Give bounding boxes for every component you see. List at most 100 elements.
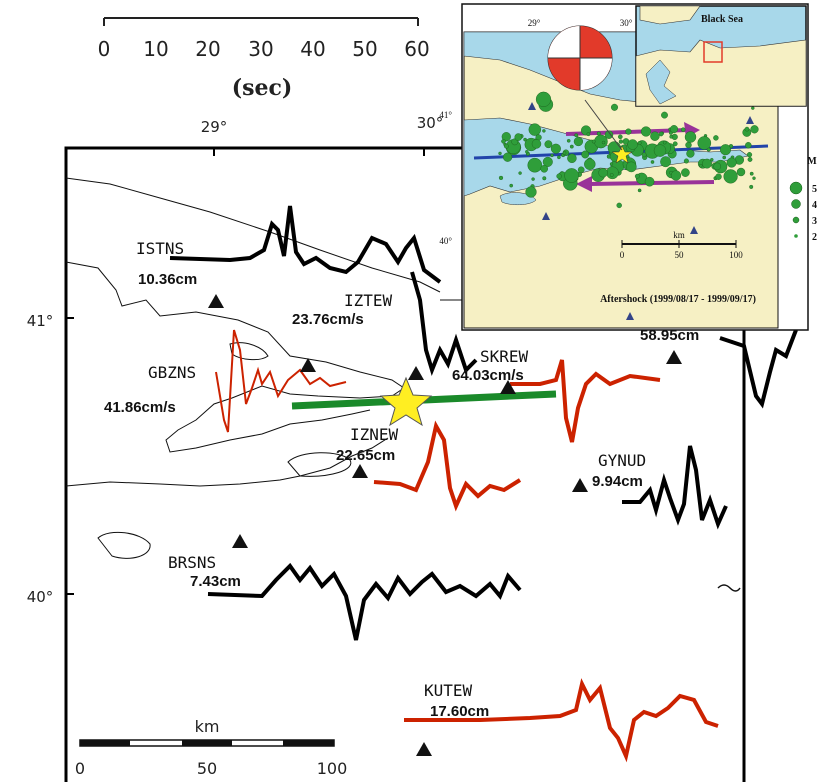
aftershock-dot [609, 173, 614, 177]
aftershock-dot [658, 131, 664, 137]
station-marker-iznew [352, 464, 368, 478]
aftershock-dot [670, 170, 682, 181]
aftershock-dot [618, 134, 623, 140]
km-tick-0: 0 [75, 759, 85, 778]
aftershock-dot [746, 152, 753, 158]
aftershock-dot [550, 143, 561, 154]
trace-gbzns [215, 329, 347, 433]
waveform-skrew [510, 359, 661, 443]
km-tick-100: 100 [317, 759, 348, 778]
aftershock-dot [523, 137, 527, 142]
marmara-south-coastline [65, 437, 389, 487]
aftershock-dot [710, 157, 714, 162]
aftershock-dot [722, 155, 727, 160]
aftershock-dot [525, 186, 537, 198]
aftershock-dot [680, 127, 686, 132]
station-amp-east: 58.95cm [640, 327, 699, 344]
station-name-brsns: BRSNS [168, 553, 216, 572]
waveform-brsns [207, 562, 522, 641]
aftershock-dot [745, 141, 752, 149]
km-tick-50: 50 [197, 759, 217, 778]
waveform-iztew [410, 271, 478, 377]
inset-km-100: 100 [729, 250, 743, 260]
trace-east [719, 329, 798, 409]
inset-km-0: 0 [620, 250, 625, 260]
aftershock-dot [564, 168, 579, 183]
lat-label-40: 40° [27, 588, 54, 606]
waveform-iznew [373, 420, 522, 512]
aftershock-dot [627, 139, 638, 150]
legend-item-4: 4 [812, 200, 817, 211]
aftershock-dot [581, 150, 590, 159]
inset-lon-29: 29° [528, 18, 541, 28]
aftershock-dot [670, 125, 679, 134]
trace-brsns [207, 562, 522, 641]
time-tick-0: 0 [98, 37, 111, 61]
aftershock-dot [601, 140, 606, 145]
aftershock-dot [591, 139, 596, 144]
aftershock-dot [604, 130, 614, 139]
aftershock-dot [660, 156, 671, 168]
aftershock-dot [650, 160, 655, 164]
station-amp-iztew: 23.76cm/s [292, 311, 364, 328]
regional-locator-map: Black Sea [635, 5, 807, 107]
aftershock-dot [567, 153, 577, 164]
station-name-iztew: IZTEW [344, 291, 393, 310]
marmara-north-coastline [65, 261, 405, 453]
inset-km-unit: km [673, 230, 685, 240]
aftershock-dot [577, 166, 585, 174]
time-tick-60: 60 [404, 37, 429, 61]
time-unit-label: (sec) [232, 75, 293, 101]
inset-caption: Aftershock (1999/08/17 - 1999/09/17) [600, 294, 756, 305]
station-amp-gbzns: 41.86cm/s [104, 399, 176, 416]
aftershock-dot [557, 155, 561, 160]
waveform-gynud [622, 445, 728, 530]
trace-iztew [410, 271, 478, 377]
waveform-istns [169, 205, 442, 284]
aftershock-dot [640, 126, 652, 137]
time-tick-10: 10 [143, 37, 168, 61]
aftershock-dot [750, 125, 759, 134]
inset-km-50: 50 [675, 250, 685, 260]
aftershock-dot [574, 133, 579, 138]
locator-region-label: Black Sea [701, 14, 743, 25]
aftershock-dot [749, 184, 754, 189]
aftershock-dot [542, 156, 553, 167]
aftershock-dot [609, 162, 614, 166]
aftershock-dot [598, 167, 608, 178]
aftershock-dot [723, 169, 738, 184]
station-marker-skrew [500, 380, 516, 394]
aftershock-dot [644, 176, 655, 187]
aftershock-dot [556, 173, 562, 179]
aftershock-dot [747, 157, 753, 162]
station-marker-iztew [408, 366, 424, 380]
legend-item-3: 3 [812, 216, 817, 227]
station-name-istns: ISTNS [136, 239, 184, 258]
aftershock-dot [637, 140, 642, 145]
aftershock-dot [715, 173, 722, 180]
aftershock-dot [569, 144, 574, 149]
station-amp-gynud: 9.94cm [592, 473, 643, 490]
aftershock-dots [498, 91, 759, 209]
aftershock-dot [650, 131, 660, 141]
inset-km-scale: km 0 50 100 [620, 230, 744, 260]
aftershock-dot [713, 135, 719, 141]
aftershock-dot [752, 176, 756, 180]
trace-kutew [404, 678, 719, 763]
aftershock-dot [586, 132, 591, 137]
aftershock-dot [606, 166, 619, 180]
aftershock-dot [535, 91, 552, 107]
aftershock-dot [544, 140, 553, 149]
station-amp-brsns: 7.43cm [190, 573, 241, 590]
time-tick-30: 30 [248, 37, 273, 61]
aftershock-dot [616, 202, 622, 209]
aftershock-dot [626, 161, 637, 173]
aftershock-dot [641, 152, 647, 158]
aftershock-dot [514, 133, 523, 141]
station-amp-iznew: 22.65cm [336, 447, 395, 464]
aftershock-dot [684, 131, 697, 143]
aftershock-dot [736, 167, 746, 177]
trace-iznew [373, 420, 522, 512]
aftershock-dot [562, 151, 567, 155]
